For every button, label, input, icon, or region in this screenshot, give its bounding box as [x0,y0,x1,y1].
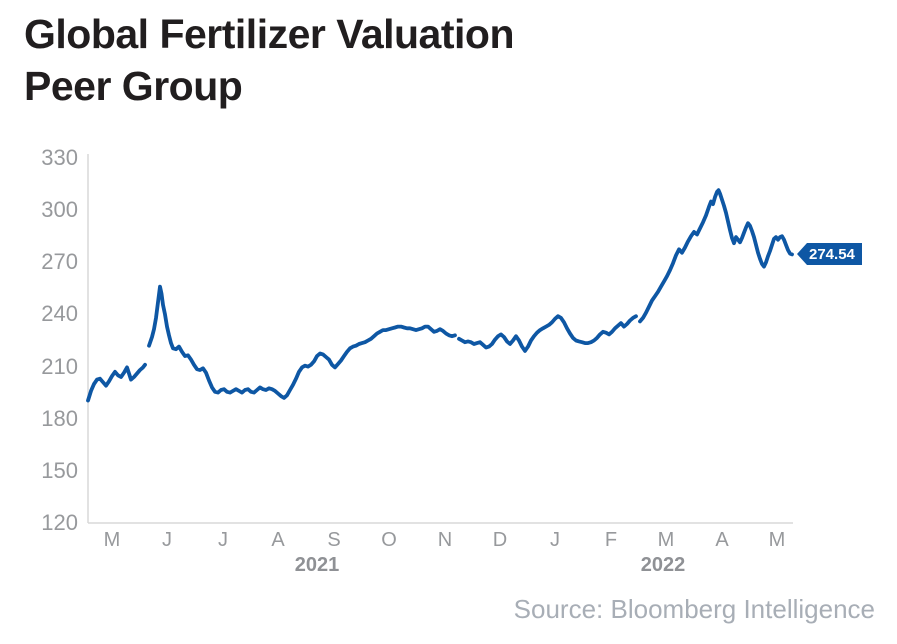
x-axis-month-label: M [768,529,786,551]
price-line-segment [86,362,147,403]
y-axis-tick-label: 240 [41,301,78,327]
x-axis-year-label: 2022 [640,554,686,576]
y-axis-tick-label: 330 [41,145,78,170]
x-axis-month-label: J [162,529,172,551]
x-axis-month-label: O [381,529,397,551]
x-axis-month-label: J [550,529,560,551]
price-line-segment [457,314,638,353]
y-axis-tick-label: 210 [41,353,78,379]
x-axis-month-label: J [218,529,228,551]
last-value-tag: 274.54 [797,243,862,266]
tag-arrow-icon [797,243,807,266]
price-line-segment [147,284,457,400]
x-axis-month-label: A [271,529,285,551]
source-credit: Source: Bloomberg Intelligence [513,594,875,624]
x-axis-month-label: N [437,529,453,551]
y-axis-tick-label: 150 [41,457,78,483]
y-axis-tick-label: 120 [41,510,78,535]
x-axis-year-label: 2021 [294,554,340,576]
page-title-line-2: Peer Group [24,63,243,109]
x-axis-month-label: F [604,529,618,551]
y-axis-tick-label: 270 [41,249,78,275]
x-axis-month-label: M [103,529,121,551]
y-axis-tick-label: 180 [41,405,78,431]
last-value-text: 274.54 [807,243,862,266]
x-axis-month-label: D [492,529,508,551]
x-axis-month-label: S [327,529,341,551]
page-title-line-1: Global Fertilizer Valuation [24,11,515,57]
x-axis-month-label: M [657,529,675,551]
y-axis-tick-label: 300 [41,197,78,223]
page-title: Global Fertilizer Valuation Peer Group [24,8,515,112]
x-axis-month-label: A [715,529,729,551]
price-line-segment [638,188,794,324]
